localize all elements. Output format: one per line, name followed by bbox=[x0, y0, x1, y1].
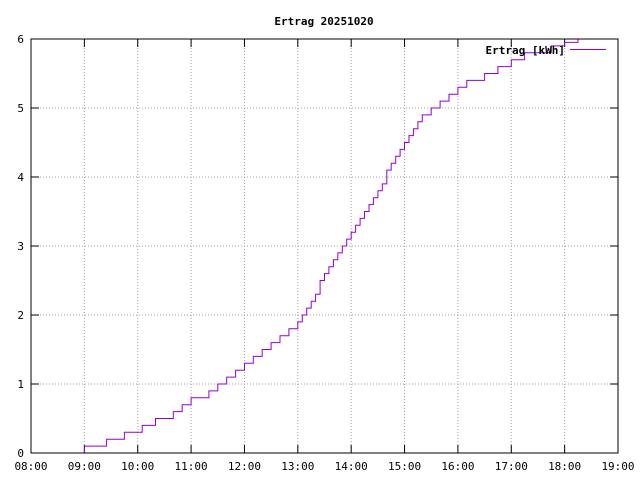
x-tick-label: 12:00 bbox=[228, 460, 261, 473]
series-line bbox=[79, 39, 579, 454]
x-tick-label: 18:00 bbox=[548, 460, 581, 473]
x-tick-label: 14:00 bbox=[335, 460, 368, 473]
x-tick-label: 13:00 bbox=[281, 460, 314, 473]
y-tick-label: 1 bbox=[17, 378, 24, 391]
series-layer bbox=[79, 39, 579, 454]
x-axis: 08:00 09:00 10:00 11:00 12:00 13:00 14:00 15:00… bbox=[14, 39, 635, 473]
y-axis: 0 1 2 3 4 5 6 bbox=[17, 33, 618, 460]
y-tick-label: 2 bbox=[17, 309, 24, 322]
y-tick-label: 0 bbox=[17, 447, 24, 460]
y-tick-label: 6 bbox=[17, 33, 24, 46]
y-tick-label: 3 bbox=[17, 240, 24, 253]
x-tick-label: 09:00 bbox=[68, 460, 101, 473]
plot-frame bbox=[30, 38, 619, 454]
grid-lines bbox=[31, 39, 618, 453]
x-tick-label: 19:00 bbox=[601, 460, 634, 473]
x-tick-label: 11:00 bbox=[175, 460, 208, 473]
legend-label: Ertrag [kWh] bbox=[486, 44, 565, 57]
y-tick-label: 4 bbox=[17, 171, 24, 184]
x-tick-label: 10:00 bbox=[121, 460, 154, 473]
legend: Ertrag [kWh] bbox=[486, 44, 606, 57]
x-tick-label: 08:00 bbox=[14, 460, 47, 473]
x-tick-label: 16:00 bbox=[441, 460, 474, 473]
y-tick-label: 5 bbox=[17, 102, 24, 115]
chart-title: Ertrag 20251020 bbox=[274, 15, 373, 28]
x-tick-label: 17:00 bbox=[495, 460, 528, 473]
x-tick-label: 15:00 bbox=[388, 460, 421, 473]
